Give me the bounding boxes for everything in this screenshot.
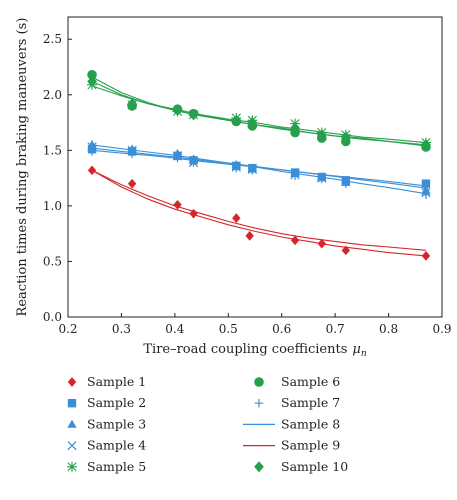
sample-3-point-2 [127,144,137,153]
legend-swatch-sample-2 [67,399,77,408]
ticks: 0.2 0.3 0.4 0.5 0.6 0.7 0.8 0.9 0.0 0.5 1.0 1.5 2.0 2… [43,32,452,336]
sample-1-point-3 [173,199,182,210]
legend: Sample 1 Sample 2 Sample 3 Sample 4 Sample 5… [66,374,348,474]
x-axis-label: Tire–road coupling coefficients μn [143,342,366,359]
sample-10-point-9 [341,131,351,143]
legend-label-sample-10: Sample 10 [281,459,348,474]
legend-label-sample-5: Sample 5 [87,459,146,474]
legend-label-sample-6: Sample 6 [281,374,340,389]
axes [67,16,443,318]
sample-7-point-3 [173,153,182,163]
sample-10-point-3 [172,104,183,116]
sample-1-point-4 [189,208,198,219]
x-tick-label: 0.8 [379,322,398,336]
legend-swatch-sample-4 [67,440,77,451]
sample-1-point-1 [87,165,97,176]
legend-label-sample-3: Sample 3 [87,416,146,431]
y-tick-label: 1.5 [43,143,62,157]
sample-1-point-9 [341,245,351,256]
sample-10-point-10 [421,139,431,151]
y-tick-label: 1.0 [43,199,62,213]
legend-swatch-sample-6 [254,377,264,387]
legend-label-sample-9: Sample 9 [281,438,340,453]
legend-swatch-sample-3 [67,419,77,428]
y-tick-label: 0.0 [43,310,62,324]
y-tick-label: 2.5 [43,32,62,46]
plot-frame [67,16,443,318]
legend-swatch-sample-7 [254,399,264,408]
legend-swatch-sample-1 [67,377,77,387]
sample-3-point-1 [87,139,97,149]
x-tick-label: 0.2 [58,322,77,336]
x-tick-label: 0.9 [432,322,451,336]
fit-line-6 [91,80,427,147]
x-tick-label: 0.4 [165,322,184,336]
x-tick-label: 0.7 [326,322,345,336]
sample-9-line [91,169,427,251]
sample-1-point-10 [421,251,431,261]
x-tick-label: 0.5 [219,322,238,336]
fit-line-1 [91,144,427,195]
sample-6-point-1 [87,69,97,80]
y-tick-label: 2.0 [43,88,62,102]
sample-1-point-6 [245,231,254,241]
sample-10-point-2 [127,98,137,110]
sample-7-point-8 [317,175,326,184]
plot-lines [91,76,427,257]
legend-label-sample-4: Sample 4 [87,438,146,453]
y-tick-label: 0.5 [43,254,62,268]
sample-7-point-9 [341,179,351,188]
legend-label-sample-8: Sample 8 [281,416,340,431]
sample-10-point-6 [247,117,258,129]
legend-swatch-sample-5 [66,461,78,472]
fit-line-5 [91,85,427,144]
sample-4-point-1 [87,142,97,152]
sample-7-point-7 [290,171,300,181]
sample-10-point-7 [290,122,300,134]
sample-3-point-3 [172,148,183,158]
sample-3-point-10 [421,185,431,194]
sample-7-point-5 [232,163,241,173]
sample-10-point-8 [316,129,327,141]
sample-7-point-2 [127,149,137,158]
sample-7-point-4 [189,158,198,167]
legend-label-sample-1: Sample 1 [87,374,146,389]
sample-7-point-6 [248,166,257,175]
fit-line-4 [91,76,427,146]
sample-10-point-4 [188,109,199,121]
sample-1-point-8 [317,238,326,249]
sample-7-point-1 [87,147,97,156]
sample-1-point-5 [232,213,241,223]
legend-label-sample-2: Sample 2 [87,395,146,410]
plot-markers [87,69,432,261]
sample-1-point-7 [290,235,300,246]
sample-7-point-10 [421,190,431,199]
x-tick-label: 0.6 [272,322,291,336]
fit-line-3 [91,169,427,257]
x-tick-label: 0.3 [112,322,131,336]
y-axis-label: Reaction times during braking maneuvers … [15,18,30,317]
legend-swatch-sample-10 [254,461,264,473]
sample-10-point-1 [87,75,97,87]
legend-label-sample-7: Sample 7 [281,395,340,410]
sample-2-point-10 [421,179,431,188]
sample-10-point-5 [231,114,242,126]
sample-1-point-2 [127,178,137,189]
